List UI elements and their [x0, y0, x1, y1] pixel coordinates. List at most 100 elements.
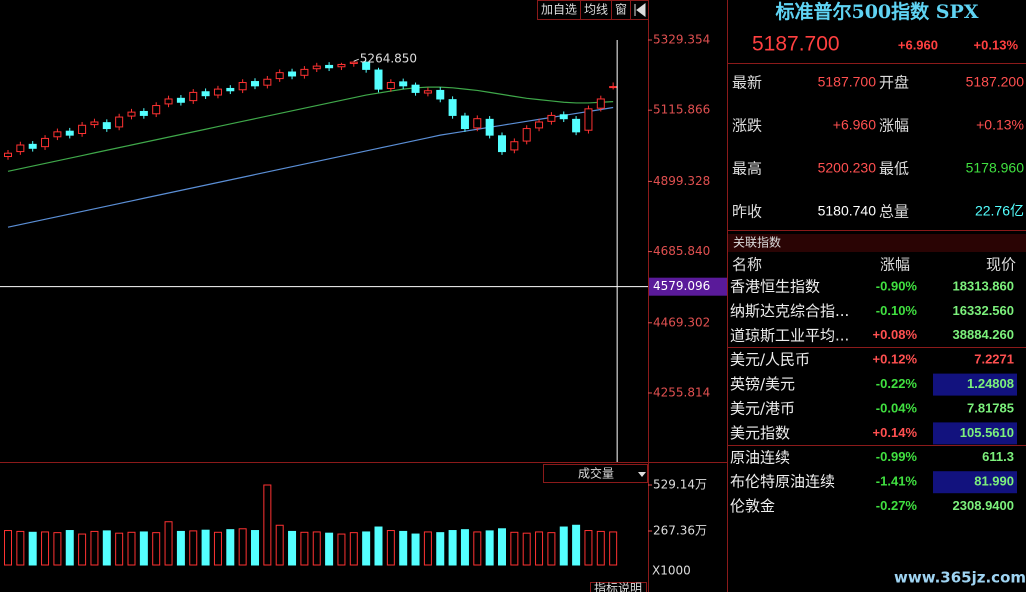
related-change: -0.22% [876, 376, 918, 391]
volume-bar [374, 526, 383, 566]
volume-bar [65, 530, 74, 566]
volume-bar [510, 531, 519, 566]
quote-label: 总量 [879, 203, 909, 221]
y-tick-label: 4469.302 [653, 315, 710, 329]
related-change: -0.27% [876, 498, 918, 513]
candle-body [312, 65, 321, 70]
volume-bar [41, 531, 50, 566]
column-header: 现价 [986, 256, 1016, 274]
volume-unit: X1000 [652, 564, 691, 578]
candle-body [498, 135, 506, 153]
volume-bar [559, 526, 568, 566]
candle-body [448, 99, 457, 116]
related-price: 2308.9400 [953, 498, 1014, 513]
expand-icon[interactable] [634, 3, 646, 17]
volume-bar [139, 531, 148, 566]
volume-bar [300, 531, 309, 566]
dropdown-arrow [638, 472, 646, 477]
related-name: 美元/人民币 [730, 351, 810, 369]
volume-bar [251, 530, 259, 566]
volume-bar [337, 533, 346, 566]
volume-bar [275, 524, 284, 566]
candle-body [238, 82, 247, 91]
related-change: -1.41% [876, 474, 918, 489]
moving-average [7, 86, 614, 172]
indicator-label[interactable]: 成交量 [578, 466, 614, 481]
toolbar-button[interactable]: 均线 [584, 3, 608, 17]
volume-bar [28, 531, 37, 566]
candle-body [547, 114, 556, 122]
candle-body [535, 121, 544, 129]
volume-bar [436, 532, 445, 566]
quote-label: 最新 [732, 74, 762, 92]
y-tick-label: 267.36万 [653, 524, 707, 538]
footer-button[interactable] [590, 582, 647, 592]
volume-bar [584, 530, 593, 566]
related-name: 香港恒生指数 [730, 278, 820, 296]
volume-bar [90, 530, 99, 566]
related-change: +0.08% [873, 327, 918, 342]
quote-change-pct: +0.13% [974, 37, 1019, 52]
toolbar-button[interactable]: 窗 [615, 3, 627, 17]
related-name: 美元指数 [730, 424, 790, 442]
volume-bar [485, 530, 494, 566]
candle-body [349, 61, 358, 64]
y-tick-label: 5115.866 [653, 103, 710, 117]
volume-bar [127, 531, 136, 566]
volume-bar [189, 530, 198, 566]
related-change: -0.90% [876, 278, 918, 293]
volume-bar [201, 529, 210, 566]
column-header: 涨幅 [880, 256, 910, 274]
candle-body [473, 118, 482, 129]
candle-body [201, 91, 210, 97]
related-price: 81.990 [974, 474, 1014, 489]
related-price: 7.2271 [974, 352, 1014, 367]
volume-bar [411, 533, 420, 566]
volume-bar [535, 531, 544, 566]
volume-bar [460, 529, 469, 566]
indicator-select[interactable] [543, 464, 648, 483]
price-highlight [933, 373, 1017, 396]
candle-body [596, 98, 605, 109]
volume-bar [572, 524, 581, 566]
related-name: 布伦特原油连续 [730, 473, 835, 491]
volume-bar [213, 531, 222, 566]
quote-label: 开盘 [879, 74, 909, 92]
candle-body [176, 97, 185, 103]
volume-bar [238, 528, 247, 566]
column-header: 名称 [732, 256, 762, 274]
volume-bar [164, 521, 173, 566]
volume-bar [16, 530, 25, 566]
watermark: www.365jz.com [894, 569, 1026, 587]
candle-body [325, 64, 334, 69]
candle-body [28, 143, 37, 149]
candle-body [213, 88, 222, 96]
related-change: -0.10% [876, 303, 918, 318]
candle-body [337, 63, 346, 68]
footer-button-label[interactable]: 指标说明 [594, 581, 642, 592]
quote-label: 涨幅 [879, 117, 909, 135]
moving-average [7, 106, 614, 228]
related-name: 英镑/美元 [730, 375, 795, 393]
candle-body [251, 81, 259, 87]
y-tick-label: 529.14万 [653, 478, 707, 492]
volume-bar [498, 528, 506, 566]
volume-bar [152, 532, 161, 566]
candle-body [609, 86, 618, 89]
related-change: -0.99% [876, 449, 918, 464]
candle-body [152, 105, 161, 115]
candle-body [485, 118, 494, 136]
candle-body [263, 78, 272, 86]
toolbar-button[interactable]: 加自选 [541, 3, 577, 17]
candle-body [127, 111, 136, 117]
volume-bar [288, 530, 297, 566]
price-highlight [933, 471, 1017, 494]
volume-bar [349, 532, 358, 566]
candle-body [522, 128, 531, 142]
volume-bar [473, 531, 482, 566]
max-price-label: 5264.850 [360, 52, 417, 66]
volume-bar [423, 531, 432, 566]
related-name: 道琼斯工业平均... [730, 326, 849, 344]
candle-body [362, 61, 371, 70]
volume-bar [263, 484, 272, 566]
